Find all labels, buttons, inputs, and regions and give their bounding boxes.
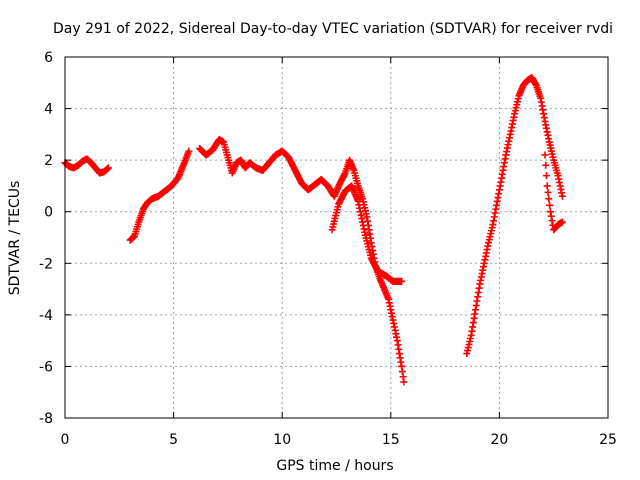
y-tick-label: 4 xyxy=(44,102,53,118)
series-sdtvar xyxy=(61,74,566,386)
data-point xyxy=(544,188,552,196)
x-tick-label: 0 xyxy=(61,432,70,448)
y-tick-label: 6 xyxy=(44,50,53,66)
y-tick-label: -6 xyxy=(39,359,53,375)
data-point xyxy=(546,201,554,209)
y-tick-label: 0 xyxy=(44,205,53,221)
x-tick-label: 15 xyxy=(382,432,400,448)
x-tick-label: 25 xyxy=(599,432,617,448)
data-point xyxy=(398,277,406,285)
x-axis-label: GPS time / hours xyxy=(276,458,393,474)
data-point xyxy=(558,218,566,226)
data-point xyxy=(545,195,553,203)
x-tick-label: 5 xyxy=(169,432,178,448)
chart-title: Day 291 of 2022, Sidereal Day-to-day VTE… xyxy=(53,21,613,37)
data-point xyxy=(548,217,556,225)
data-point xyxy=(542,172,550,180)
data-point xyxy=(558,192,566,200)
data-point xyxy=(104,164,112,172)
y-axis-label: SDTVAR / TECUs xyxy=(7,181,23,296)
x-tick-label: 10 xyxy=(273,432,291,448)
x-tick-label: 20 xyxy=(490,432,508,448)
grid xyxy=(65,57,608,418)
y-tick-label: -4 xyxy=(39,308,53,324)
y-tick-label: -8 xyxy=(39,411,53,427)
data-point xyxy=(547,212,555,220)
data-series xyxy=(61,74,566,386)
data-point xyxy=(185,147,193,155)
data-point xyxy=(542,161,550,169)
data-point xyxy=(543,182,551,190)
plot-frame xyxy=(64,56,609,419)
data-point xyxy=(541,151,549,159)
data-point xyxy=(546,208,554,216)
y-tick-label: 2 xyxy=(44,153,53,169)
data-point xyxy=(400,378,408,386)
axis-ticks: 0 5 10 15 20 25 -8 -6 -4 -2 0 2 4 6 xyxy=(39,50,617,448)
y-tick-label: -2 xyxy=(39,256,53,272)
